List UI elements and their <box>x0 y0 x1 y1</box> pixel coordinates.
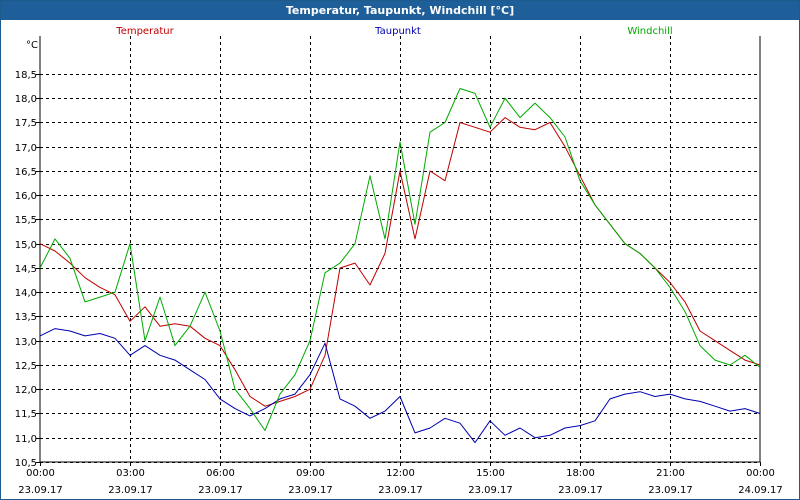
legend-temperatur: Temperatur <box>115 26 174 37</box>
y-tick-label: 13,0 <box>15 337 37 348</box>
x-axis-ticks: 00:00 23.09.17 03:00 23.09.17 06:00 23.09.17 0… <box>18 468 783 496</box>
x-tick-time: 09:00 <box>296 468 325 479</box>
legend-taupunkt: Taupunkt <box>374 26 421 37</box>
y-tick-label: 16,5 <box>15 167 37 178</box>
x-tick-time: 06:00 <box>206 468 235 479</box>
x-tick-time: 03:00 <box>116 468 145 479</box>
x-tick-date: 23.09.17 <box>558 485 603 496</box>
x-tick-time: 12:00 <box>386 468 415 479</box>
x-tick-time: 00:00 <box>746 468 775 479</box>
y-tick-label: 12,0 <box>15 385 37 396</box>
x-tick-date: 23.09.17 <box>288 485 333 496</box>
y-tick-label: 11,0 <box>15 434 37 445</box>
y-tick-label: 11,5 <box>15 409 37 420</box>
y-tick-label: 18,5 <box>15 70 37 81</box>
chart-legend: Temperatur Taupunkt Windchill <box>115 26 672 37</box>
series-lines <box>39 88 761 444</box>
x-tick-date: 23.09.17 <box>18 485 63 496</box>
x-tick-date: 24.09.17 <box>738 485 783 496</box>
y-tick-label: 13,5 <box>15 312 37 323</box>
y-tick-label: 15,0 <box>15 240 37 251</box>
y-tick-label: 14,5 <box>15 264 37 275</box>
y-axis-ticks: 10,5 11,0 11,5 12,0 12,5 13,0 13,5 14,0 14,5 15,0… <box>15 70 37 469</box>
x-tick-time: 18:00 <box>566 468 595 479</box>
y-tick-label: 18,0 <box>15 94 37 105</box>
y-tick-label: 17,5 <box>15 118 37 129</box>
x-tick-date: 23.09.17 <box>468 485 513 496</box>
y-tick-label: 17,0 <box>15 143 37 154</box>
y-axis-unit: °C <box>26 40 38 51</box>
plot-axes <box>36 36 761 466</box>
x-tick-date: 23.09.17 <box>648 485 693 496</box>
x-tick-time: 15:00 <box>476 468 505 479</box>
x-tick-date: 23.09.17 <box>198 485 243 496</box>
y-tick-label: 14,0 <box>15 288 37 299</box>
chart-title: Temperatur, Taupunkt, Windchill [°C] <box>1 1 799 20</box>
legend-windchill: Windchill <box>627 26 672 37</box>
y-tick-label: 10,5 <box>15 458 37 469</box>
x-tick-time: 21:00 <box>656 468 685 479</box>
series-windchill-line <box>39 88 761 431</box>
y-tick-label: 15,5 <box>15 215 37 226</box>
x-tick-date: 23.09.17 <box>378 485 423 496</box>
y-tick-label: 16,0 <box>15 191 37 202</box>
x-tick-date: 23.09.17 <box>108 485 153 496</box>
series-taupunkt-line <box>39 328 761 444</box>
x-tick-time: 00:00 <box>26 468 55 479</box>
y-tick-label: 12,5 <box>15 361 37 372</box>
grid-lines <box>40 36 760 463</box>
